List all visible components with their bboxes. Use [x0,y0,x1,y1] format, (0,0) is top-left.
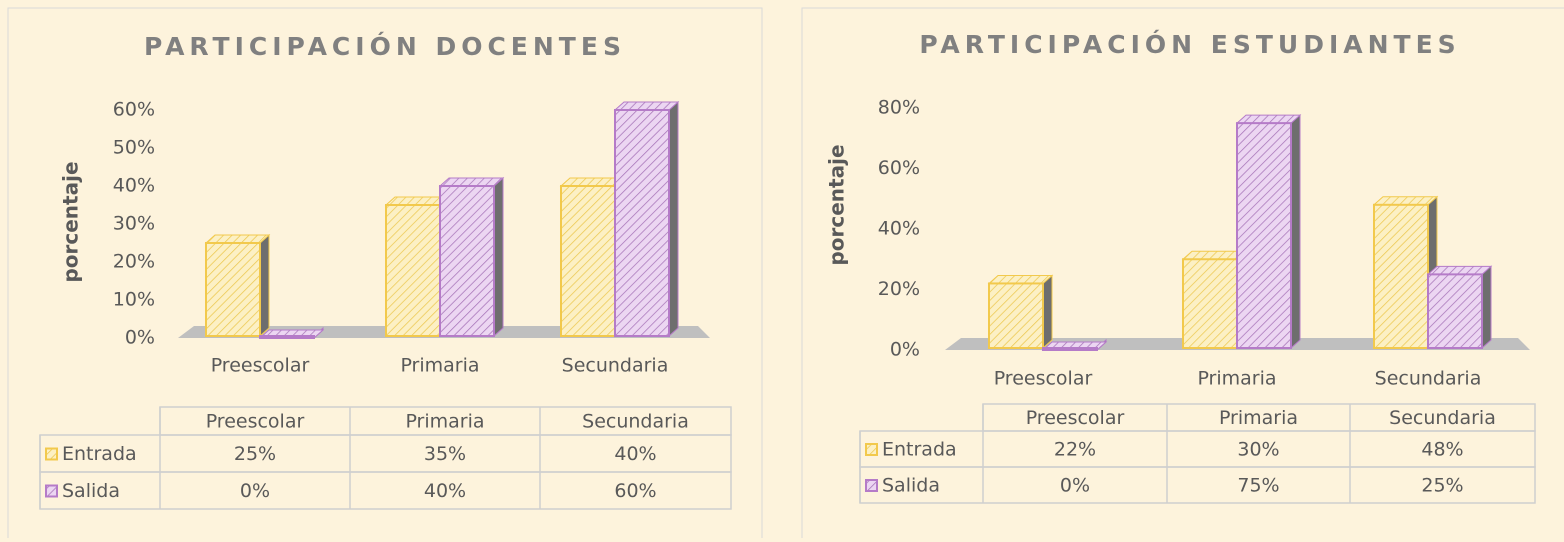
bar-top [1237,115,1300,123]
bar-group [260,328,323,338]
bar [1183,259,1237,348]
table-value: 30% [1237,439,1279,461]
bar [561,186,615,336]
bar-side [1482,266,1491,348]
bar [615,110,669,336]
y-tick-label: 40% [113,175,155,197]
bar-top [989,275,1052,283]
table-value: 22% [1054,439,1096,461]
bar [1374,205,1428,348]
table-header: Secundaria [582,411,689,433]
table-value: 0% [240,480,270,502]
y-tick-label: 50% [113,137,155,159]
bar [440,186,494,336]
y-tick-label: 10% [113,289,155,311]
bar-group [989,275,1052,348]
chart-title: PARTICIPACIÓN ESTUDIANTES [919,29,1460,59]
bar-group [1043,340,1106,350]
bar-group [1428,266,1491,348]
legend-swatch [46,449,57,460]
bar [386,205,440,336]
table-value: 0% [1060,475,1090,497]
legend-swatch [866,480,877,491]
bar-top [206,235,269,243]
bar-side [669,102,678,336]
table-value: 48% [1421,439,1463,461]
table-header: Secundaria [1389,407,1496,429]
y-tick-label: 0% [125,327,155,349]
y-tick-label: 80% [878,97,920,119]
y-tick-label: 0% [890,339,920,361]
y-tick-label: 60% [878,157,920,179]
bar-top [1428,266,1491,274]
bar-side [1291,115,1300,348]
legend-label: Entrada [62,443,137,465]
bar-group [1237,115,1300,348]
table-value: 25% [1421,475,1463,497]
x-tick-label: Secundaria [562,355,669,377]
table-header: Preescolar [206,411,305,433]
bar [206,243,260,336]
table-header: Preescolar [1026,407,1125,429]
y-axis-label: porcentaje [825,144,849,265]
bar-side [1043,275,1052,348]
table-header: Primaria [405,411,484,433]
bar-side [494,178,503,336]
x-tick-label: Primaria [400,355,479,377]
chart-title: PARTICIPACIÓN DOCENTES [144,31,626,61]
bar-top [440,178,503,186]
legend-swatch [866,444,877,455]
legend-label: Entrada [882,439,957,461]
dashboard: PARTICIPACIÓN DOCENTES porcentaje 0% 10% 20%… [0,0,1564,538]
y-tick-label: 20% [878,278,920,300]
x-tick-label: Preescolar [211,355,310,377]
bar-top [615,102,678,110]
y-axis-label: porcentaje [59,161,83,282]
y-tick-label: 60% [113,99,155,121]
bar-group [206,235,269,336]
legend-label: Salida [62,480,120,502]
table-value: 25% [234,443,276,465]
bar [1237,123,1291,348]
table-value: 60% [614,480,656,502]
bar [1043,348,1097,350]
table-value: 35% [424,443,466,465]
legend-label: Salida [882,475,940,497]
x-tick-label: Preescolar [994,368,1093,390]
x-tick-label: Primaria [1197,368,1276,390]
bar-top [1374,197,1437,205]
table-value: 40% [424,480,466,502]
bar-group [615,102,678,336]
legend-swatch [46,486,57,497]
x-tick-label: Secundaria [1375,368,1482,390]
y-tick-label: 30% [113,213,155,235]
bar-group [440,178,503,336]
bar [1428,274,1482,348]
table-header: Primaria [1219,407,1298,429]
bar-side [260,235,269,336]
table-value: 75% [1237,475,1279,497]
bar [989,283,1043,348]
y-tick-label: 20% [113,251,155,273]
bar [260,336,314,338]
table-value: 40% [614,443,656,465]
y-tick-label: 40% [878,218,920,240]
